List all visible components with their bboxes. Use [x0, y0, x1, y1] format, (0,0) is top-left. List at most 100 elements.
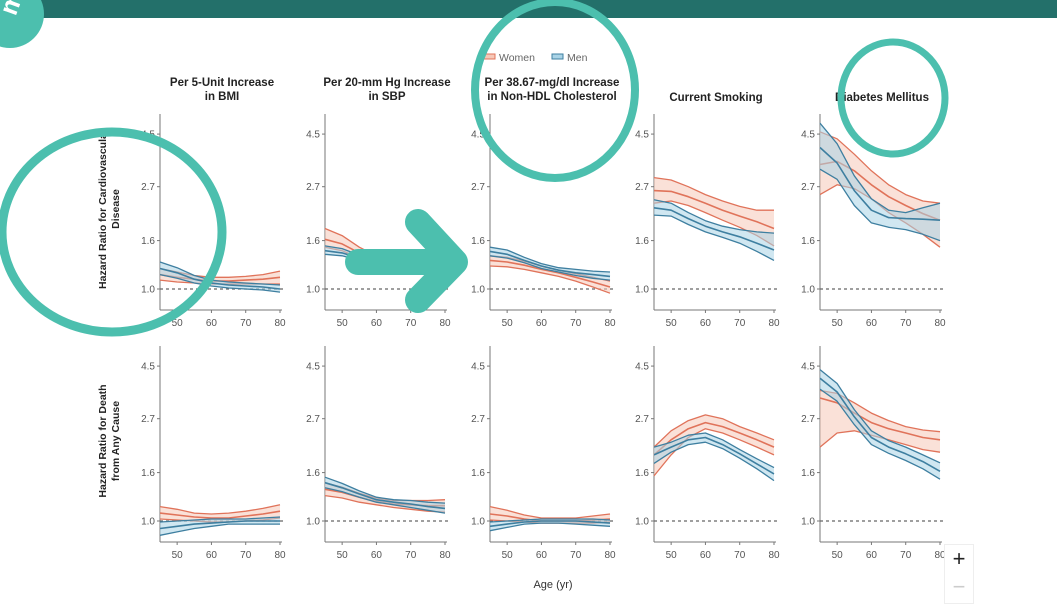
legend: Women Men: [483, 52, 588, 64]
women-hi-line: [819, 131, 941, 204]
x-tick-label: 60: [371, 318, 383, 329]
x-tick-label: 70: [405, 550, 417, 561]
y-tick-label: 4.5: [801, 362, 815, 373]
row-label-line: Hazard Ratio for Cardiovascular: [97, 129, 109, 289]
y-tick-label: 1.0: [801, 517, 815, 528]
row-label-0: Hazard Ratio for CardiovascularDisease: [97, 129, 122, 289]
x-tick-label: 50: [172, 318, 184, 329]
x-tick-label: 60: [700, 550, 712, 561]
men-hi-line: [489, 518, 611, 523]
y-tick-label: 4.5: [471, 130, 485, 141]
men-lo-line: [819, 168, 941, 242]
men-mid-line: [159, 520, 280, 530]
x-tick-label: 80: [604, 550, 616, 561]
y-tick-label: 2.7: [306, 182, 320, 193]
y-tick-label: 4.5: [471, 362, 485, 373]
ci-band-women: [654, 414, 774, 476]
annotation-circle-diabetes: [837, 38, 949, 158]
x-tick-label: 50: [337, 318, 349, 329]
zoom-out-button[interactable]: −: [952, 574, 966, 599]
men-mid-line: [819, 377, 941, 472]
x-tick-label: 50: [172, 550, 184, 561]
legend-swatch-men: [551, 53, 564, 60]
y-tick-label: 1.6: [635, 236, 649, 247]
x-tick-label: 50: [337, 550, 349, 561]
row-label-line: Hazard Ratio for Death: [97, 384, 109, 497]
x-tick-label: 60: [866, 318, 878, 329]
x-tick-label: 50: [502, 318, 514, 329]
men-hi-line: [324, 476, 446, 504]
women-hi-line: [159, 504, 281, 515]
panel-r1-c2: 4.5 2.7 1.6 1.0 50 60 70 80: [471, 346, 616, 561]
y-tick-label: 4.5: [306, 130, 320, 141]
legend-label-men: Men: [567, 52, 588, 64]
men-mid-line: [653, 436, 775, 475]
x-tick-label: 80: [274, 550, 286, 561]
zoom-in-button[interactable]: +: [952, 546, 966, 571]
y-tick-label: 1.6: [471, 468, 485, 479]
x-tick-label: 80: [439, 318, 451, 329]
column-title: Per 20-mm Hg Increase: [323, 77, 450, 89]
x-tick-label: 70: [240, 318, 252, 329]
y-tick-label: 1.6: [141, 468, 155, 479]
x-tick-label: 70: [734, 550, 746, 561]
x-tick-label: 70: [240, 550, 252, 561]
x-tick-label: 50: [502, 550, 514, 561]
y-tick-label: 2.7: [635, 182, 649, 193]
x-tick-label: 60: [206, 318, 218, 329]
ci-band-women: [160, 504, 280, 522]
x-tick-label: 70: [405, 318, 417, 329]
panel-r1-c1: 4.5 2.7 1.6 1.0 50 60 70 80: [306, 346, 451, 561]
column-title: in Non-HDL Cholesterol: [487, 91, 616, 103]
row-label-line: Disease: [110, 189, 122, 229]
men-lo-line: [159, 273, 281, 293]
men-mid-line: [819, 146, 941, 221]
ci-band-men: [160, 262, 280, 293]
x-axis-label: Age (yr): [533, 579, 572, 591]
y-tick-label: 1.0: [141, 285, 155, 296]
y-tick-label: 1.0: [635, 517, 649, 528]
panel-r1-c3: 4.5 2.7 1.6 1.0 50 60 70 80: [635, 346, 780, 561]
ci-band-men: [820, 369, 940, 480]
women-lo-line: [324, 494, 446, 513]
legend-label-women: Women: [499, 52, 535, 64]
y-tick-label: 4.5: [306, 362, 320, 373]
zoom-controls: + −: [944, 544, 974, 604]
men-hi-line: [653, 199, 775, 234]
row-label-line: from Any Cause: [110, 401, 122, 481]
y-tick-label: 4.5: [635, 130, 649, 141]
women-lo-line: [489, 265, 611, 294]
y-tick-label: 1.0: [306, 517, 320, 528]
y-tick-label: 2.7: [801, 414, 815, 425]
men-mid-line: [489, 520, 611, 528]
y-tick-label: 2.7: [141, 414, 155, 425]
men-hi-line: [159, 261, 281, 286]
x-tick-label: 70: [570, 318, 582, 329]
panel-r1-c0: 4.5 2.7 1.6 1.0 50 60 70 80: [141, 346, 286, 561]
men-mid-line: [489, 250, 611, 278]
column-title: Diabetes Mellitus: [835, 92, 929, 104]
arrow-icon: [345, 209, 468, 313]
ci-band-men: [490, 247, 610, 281]
x-tick-label: 60: [700, 318, 712, 329]
panel-r0-c2: Per 38.67-mg/dl Increase in Non-HDL Chole…: [471, 77, 619, 329]
column-title: in BMI: [205, 91, 240, 103]
men-mid-line: [159, 267, 281, 290]
women-lo-line: [653, 428, 775, 477]
x-tick-label: 70: [900, 318, 912, 329]
men-lo-line: [489, 255, 611, 281]
annotation-circle-yaxis: [0, 127, 227, 337]
column-title: in SBP: [368, 91, 405, 103]
x-tick-label: 60: [206, 550, 218, 561]
x-tick-label: 60: [536, 550, 548, 561]
women-hi-line: [653, 414, 775, 448]
women-mid-line: [653, 189, 775, 230]
y-tick-label: 4.5: [801, 130, 815, 141]
men-lo-line: [653, 441, 775, 482]
x-tick-label: 60: [536, 318, 548, 329]
men-mid-line: [653, 207, 775, 251]
women-mid-line: [159, 510, 281, 519]
x-tick-label: 50: [666, 550, 678, 561]
men-hi-line: [819, 122, 941, 214]
